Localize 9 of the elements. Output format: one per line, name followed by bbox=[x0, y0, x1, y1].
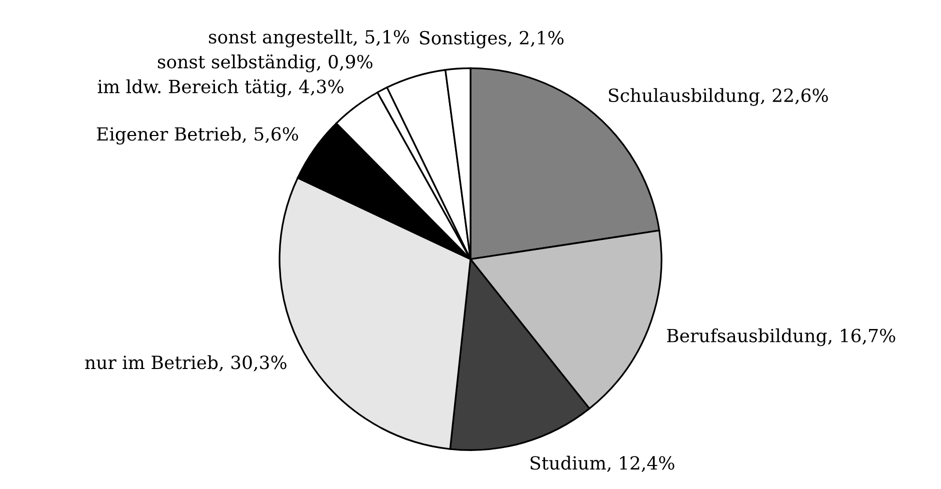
slice-label: Schulausbildung, 22,6% bbox=[608, 88, 828, 106]
slice-label: im ldw. Bereich tätig, 4,3% bbox=[98, 79, 344, 98]
slice-label: Berufsausbildung, 16,7% bbox=[667, 328, 896, 346]
slice-label: sonst selbständig, 0,9% bbox=[158, 54, 372, 72]
slice-label: nur im Betrieb, 30,3% bbox=[85, 355, 286, 372]
slice-label: Eigener Betrieb, 5,6% bbox=[96, 126, 298, 145]
slice-label: sonst angestellt, 5,1% bbox=[208, 30, 410, 48]
slice-label: Studium, 12,4% bbox=[530, 456, 674, 472]
slice-label: Sonstiges, 2,1% bbox=[420, 30, 564, 48]
